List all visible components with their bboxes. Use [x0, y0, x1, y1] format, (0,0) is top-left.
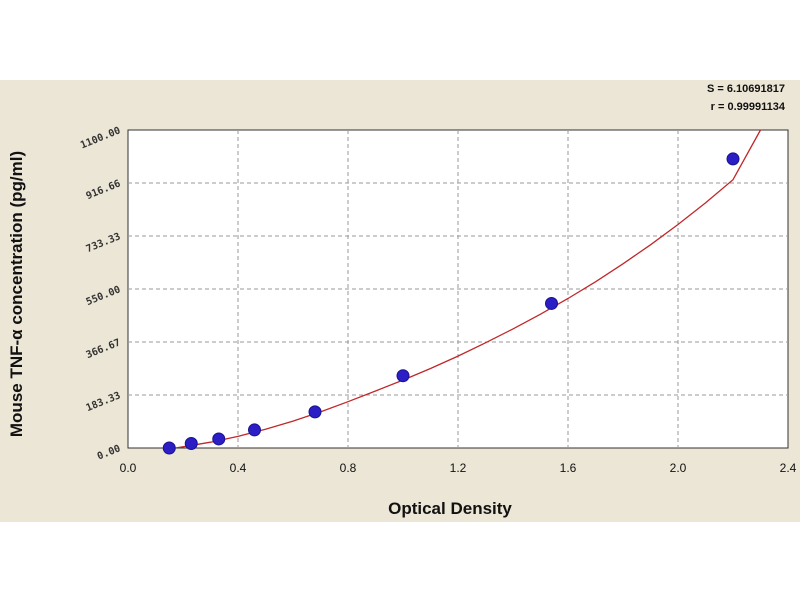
- data-point: [248, 423, 261, 437]
- y-axis-title: Mouse TNF-α concentration (pg/ml): [7, 151, 26, 437]
- data-point: [308, 405, 322, 419]
- x-tick-label: 0.4: [230, 461, 247, 475]
- y-tick-label: 916.66: [85, 178, 123, 202]
- standard-curve-chart: 0.00 183.33 366.67 550.00 733.33 916.66 1100.0…: [7, 83, 797, 518]
- y-tick-label: 183.33: [85, 390, 123, 414]
- stat-r-value: r = 0.99991134: [711, 101, 786, 113]
- y-tick-label: 0.00: [96, 443, 122, 462]
- y-tick-label: 550.00: [85, 284, 123, 308]
- data-point: [162, 441, 176, 455]
- x-tick-label: 1.2: [450, 461, 467, 475]
- x-tick-label: 2.4: [780, 461, 797, 475]
- y-tick-labels: 0.00 183.33 366.67 550.00 733.33 916.66 1100.0…: [79, 125, 122, 462]
- y-tick-label: 1100.00: [79, 125, 122, 151]
- x-tick-label: 0.0: [120, 461, 137, 475]
- y-tick-label: 366.67: [85, 337, 123, 361]
- stat-s-value: S = 6.10691817: [707, 83, 785, 95]
- data-point: [396, 369, 410, 383]
- x-axis-title: Optical Density: [388, 499, 512, 518]
- x-tick-label: 1.6: [560, 461, 577, 475]
- chart-panel: 0.00 183.33 366.67 550.00 733.33 916.66 1100.0…: [0, 80, 800, 522]
- data-point: [726, 152, 740, 166]
- x-tick-label: 0.8: [340, 461, 357, 475]
- y-tick-label: 733.33: [85, 231, 123, 255]
- data-point: [184, 436, 198, 450]
- grid-layer: [128, 130, 788, 448]
- x-tick-label: 2.0: [670, 461, 687, 475]
- data-point: [212, 432, 226, 446]
- data-point: [545, 296, 558, 310]
- x-tick-labels: 0.0 0.4 0.8 1.2 1.6 2.0 2.4: [120, 461, 797, 475]
- data-points: [162, 152, 740, 455]
